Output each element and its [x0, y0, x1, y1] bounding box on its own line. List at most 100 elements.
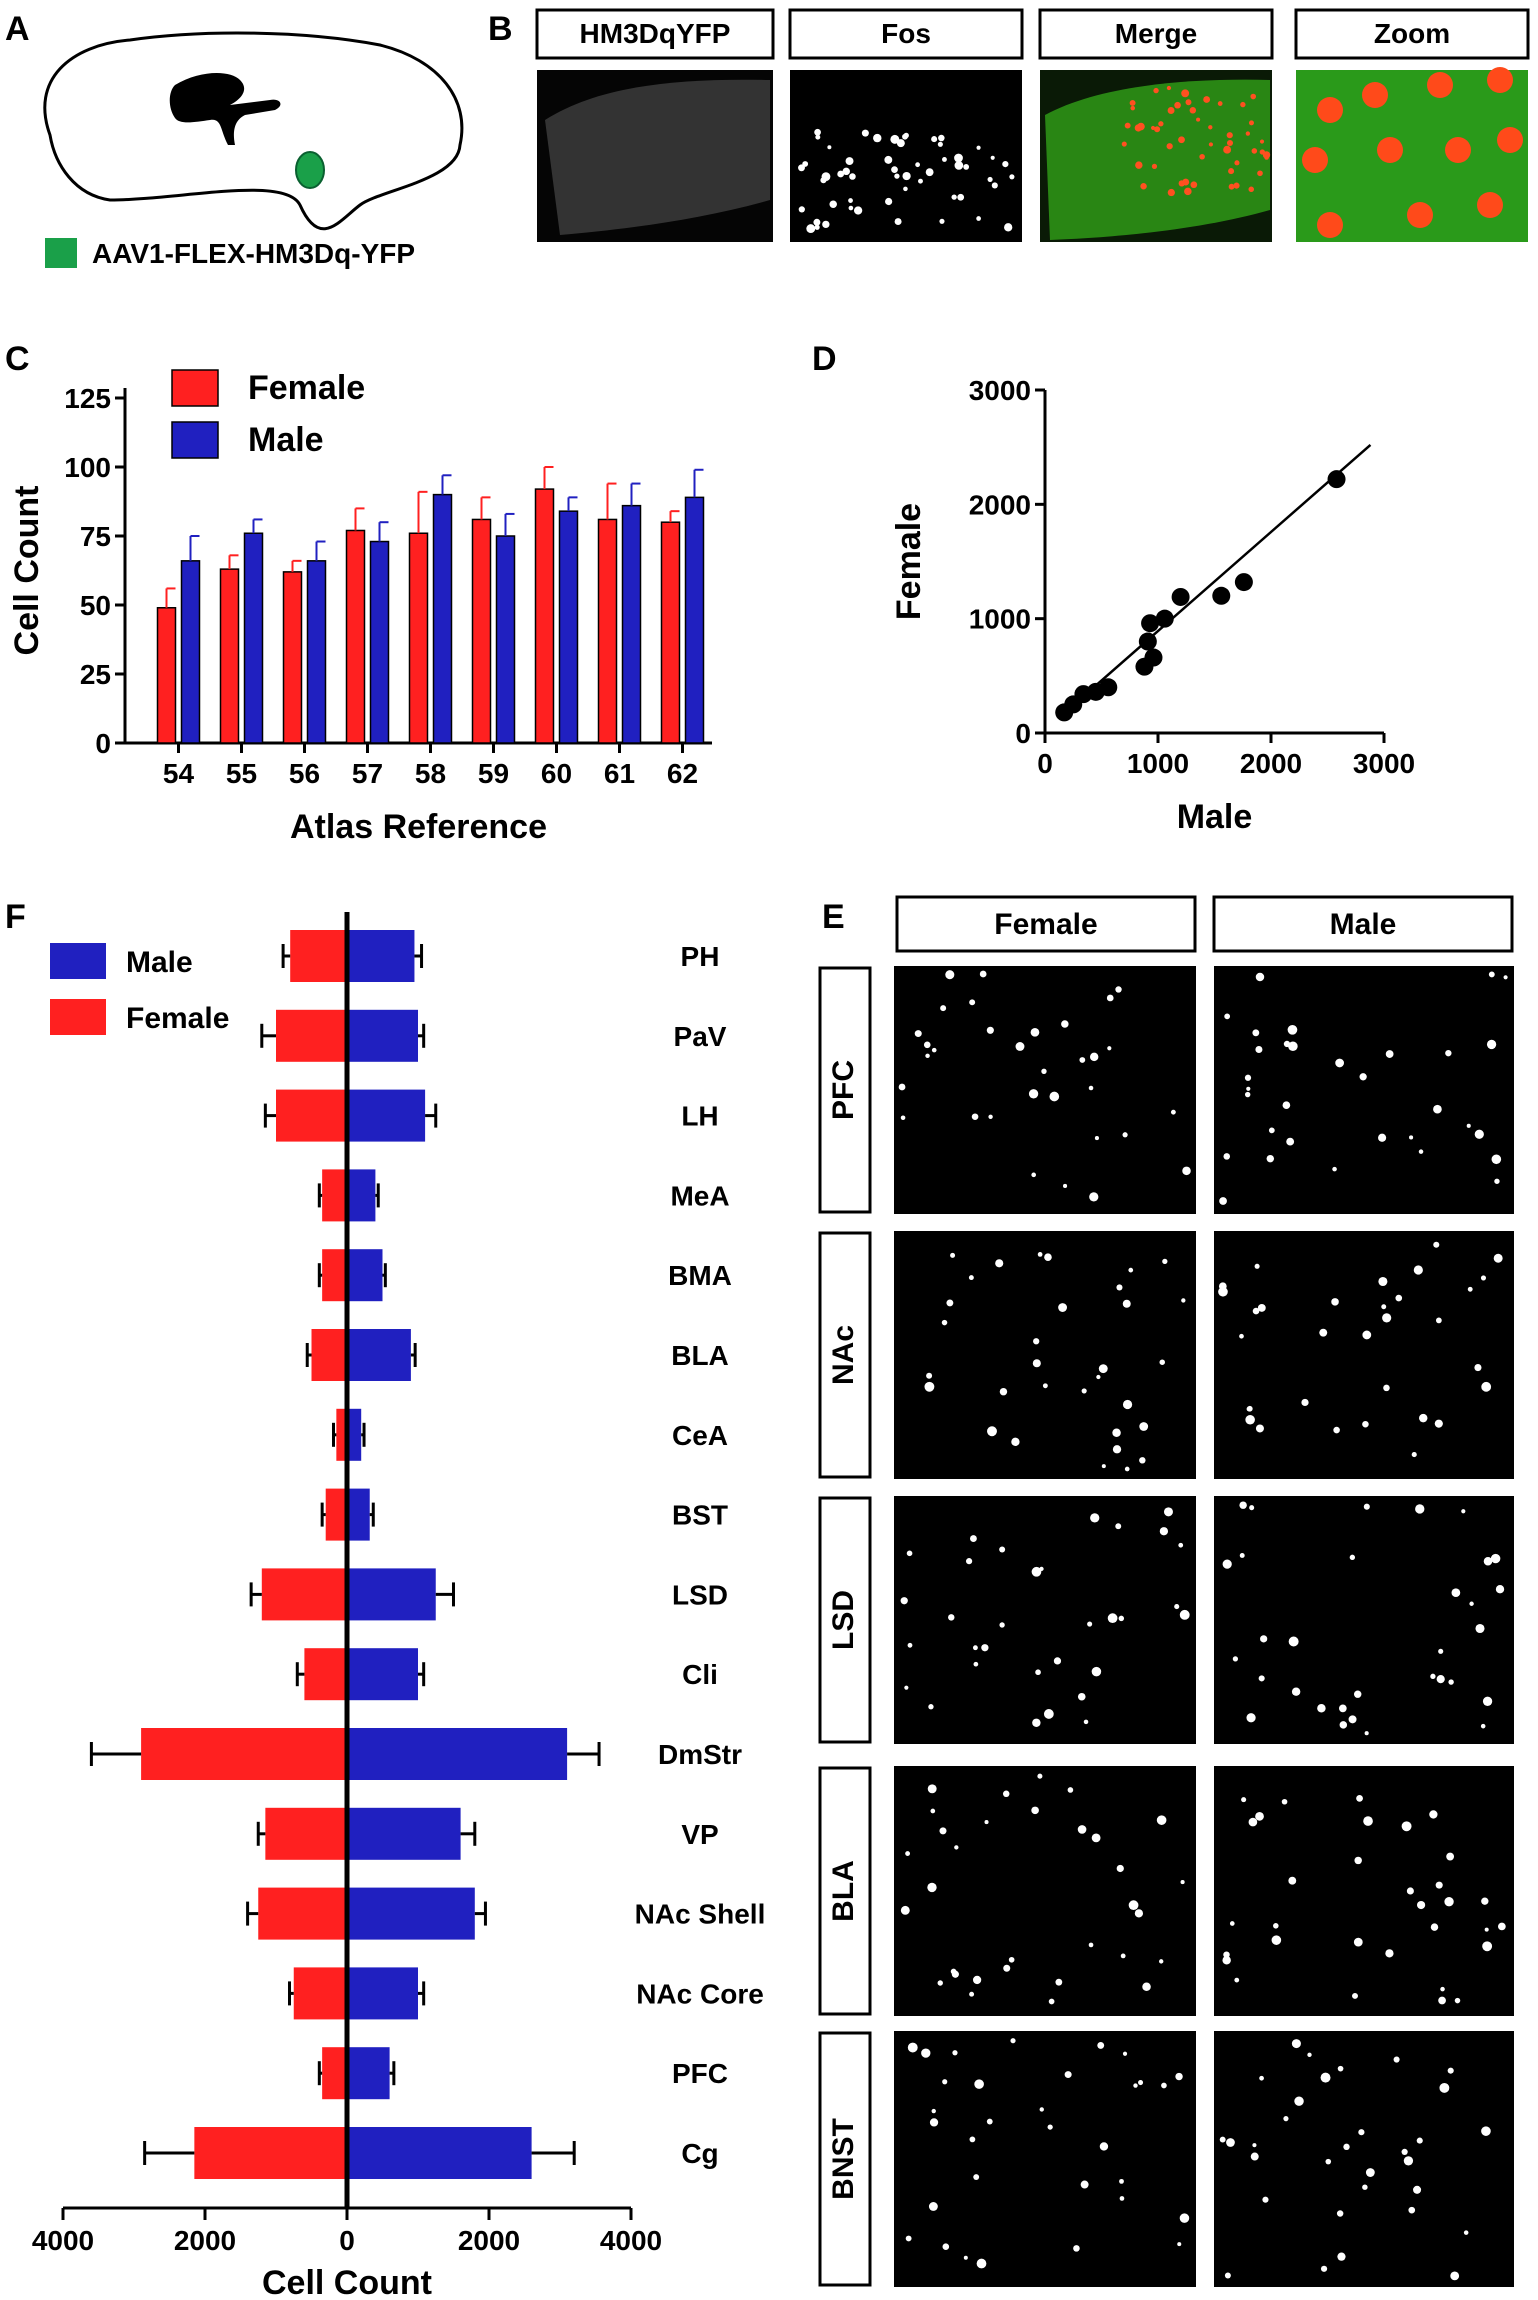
e-fos-dot — [1495, 1585, 1505, 1594]
merge-dot — [1137, 122, 1145, 131]
e-row-label-box-pfc — [818, 966, 872, 1214]
e-fos-dot — [1179, 1609, 1190, 1620]
f-bar-male — [347, 2047, 390, 2100]
e-fos-dot — [1378, 1133, 1387, 1142]
c-bar-male — [180, 560, 201, 744]
e-fos-dot — [1037, 1773, 1043, 1779]
e-fos-dot — [1415, 1504, 1425, 1514]
e-fos-dot — [1115, 1523, 1122, 1530]
e-fos-dot — [1039, 2107, 1044, 2112]
f-legend-label-male: Male — [126, 946, 193, 979]
e-fos-dot — [1133, 2083, 1138, 2088]
e-fos-dot — [1254, 1263, 1260, 1269]
fos-dot — [938, 134, 945, 142]
e-image-lsd-female — [894, 1496, 1196, 1744]
e-fos-dot — [1032, 1718, 1041, 1727]
fos-dot — [798, 206, 805, 213]
e-fos-dot — [1362, 2184, 1368, 2190]
e-fos-dot — [942, 2243, 950, 2251]
f-bar-female — [322, 2047, 347, 2100]
d-y-tick-label: 2000 — [969, 489, 1031, 520]
e-fos-dot — [931, 1047, 937, 1053]
f-bar-female — [194, 2127, 347, 2179]
e-fos-dot — [940, 1005, 947, 1012]
e-fos-dot — [1037, 1252, 1043, 1257]
e-fos-dot — [1343, 2143, 1350, 2151]
e-fos-dot — [945, 970, 955, 980]
e-fos-dot — [1363, 1816, 1373, 1826]
f-x-tick-label: 2000 — [174, 2225, 236, 2256]
fos-dot — [820, 177, 827, 184]
e-fos-dot — [931, 2108, 936, 2114]
e-fos-dot — [1158, 1959, 1164, 1964]
d-point — [1141, 614, 1160, 633]
panel-label-f: F — [5, 898, 26, 936]
f-bar-male — [347, 1967, 418, 2020]
b-image-fos — [790, 70, 1022, 242]
e-fos-dot — [1385, 1949, 1394, 1958]
e-fos-dot — [1352, 1992, 1358, 1999]
e-fos-dot — [925, 1053, 930, 1059]
f-category-label: PFC — [672, 2058, 728, 2089]
e-fos-dot — [969, 2136, 976, 2143]
e-fos-dot — [1467, 1286, 1473, 1292]
e-fos-dot — [948, 1614, 955, 1621]
e-fos-dot — [979, 970, 987, 978]
e-fos-dot — [1234, 1977, 1240, 1983]
fos-dot — [976, 216, 981, 221]
e-fos-dot — [1416, 1900, 1426, 1910]
e-fos-dot — [1139, 1422, 1149, 1431]
f-legend-label-female: Female — [126, 1002, 229, 1035]
e-fos-dot — [1291, 1687, 1301, 1696]
fos-dot — [827, 145, 832, 150]
c-x-tick-label: 58 — [415, 758, 446, 789]
e-fos-dot — [1434, 1419, 1443, 1428]
e-fos-dot — [942, 2079, 948, 2085]
e-fos-dot — [1224, 2272, 1231, 2279]
fos-dot — [814, 224, 820, 230]
fos-dot — [902, 133, 908, 140]
panel-label-c: C — [5, 340, 30, 378]
e-fos-dot — [999, 1546, 1006, 1553]
panel-label-b: B — [488, 10, 513, 48]
c-x-tick-label: 60 — [541, 758, 572, 789]
e-fos-dot — [1128, 1267, 1134, 1273]
c-y-tick-label: 125 — [64, 383, 111, 414]
e-fos-dot — [1246, 1713, 1256, 1723]
e-fos-dot — [1122, 1132, 1128, 1138]
e-fos-dot — [1433, 1104, 1442, 1114]
f-bar-male — [347, 2127, 532, 2179]
e-fos-dot — [1077, 1825, 1087, 1834]
e-fos-dot — [1002, 1790, 1010, 1798]
e-fos-dot — [1239, 1552, 1245, 1558]
e-fos-dot — [1244, 1074, 1252, 1081]
e-fos-dot — [1353, 1690, 1362, 1698]
f-bar-male — [347, 1887, 475, 1940]
e-fos-dot — [898, 1083, 906, 1091]
e-fos-dot — [1451, 1588, 1461, 1598]
f-category-label: LH — [681, 1101, 718, 1132]
e-fos-dot — [1335, 1058, 1344, 1068]
e-fos-dot — [969, 1535, 977, 1542]
c-x-tick-label: 61 — [604, 758, 635, 789]
d-x-axis-label: Male — [1177, 798, 1253, 836]
e-fos-dot — [1248, 1817, 1258, 1827]
f-bar-male — [347, 1728, 568, 1780]
e-fos-dot — [1438, 1648, 1444, 1654]
d-x-tick-label: 3000 — [1353, 748, 1415, 779]
e-fos-dot — [1356, 1794, 1363, 1802]
fos-dot — [925, 168, 934, 177]
e-fos-dot — [1454, 1997, 1461, 2004]
e-fos-dot — [1463, 2230, 1469, 2235]
f-bar-male — [347, 1408, 362, 1461]
e-fos-dot — [1320, 2265, 1328, 2272]
e-fos-dot — [1430, 1923, 1439, 1931]
f-x-tick-label: 0 — [339, 2225, 355, 2256]
e-fos-dot — [929, 2118, 939, 2127]
e-fos-dot — [1182, 1166, 1191, 1176]
e-fos-dot — [1362, 1330, 1372, 1340]
merge-dot — [1178, 136, 1185, 144]
f-bar-male — [347, 1488, 370, 1541]
merge-dot — [1226, 132, 1233, 139]
e-fos-dot — [1403, 2156, 1414, 2166]
